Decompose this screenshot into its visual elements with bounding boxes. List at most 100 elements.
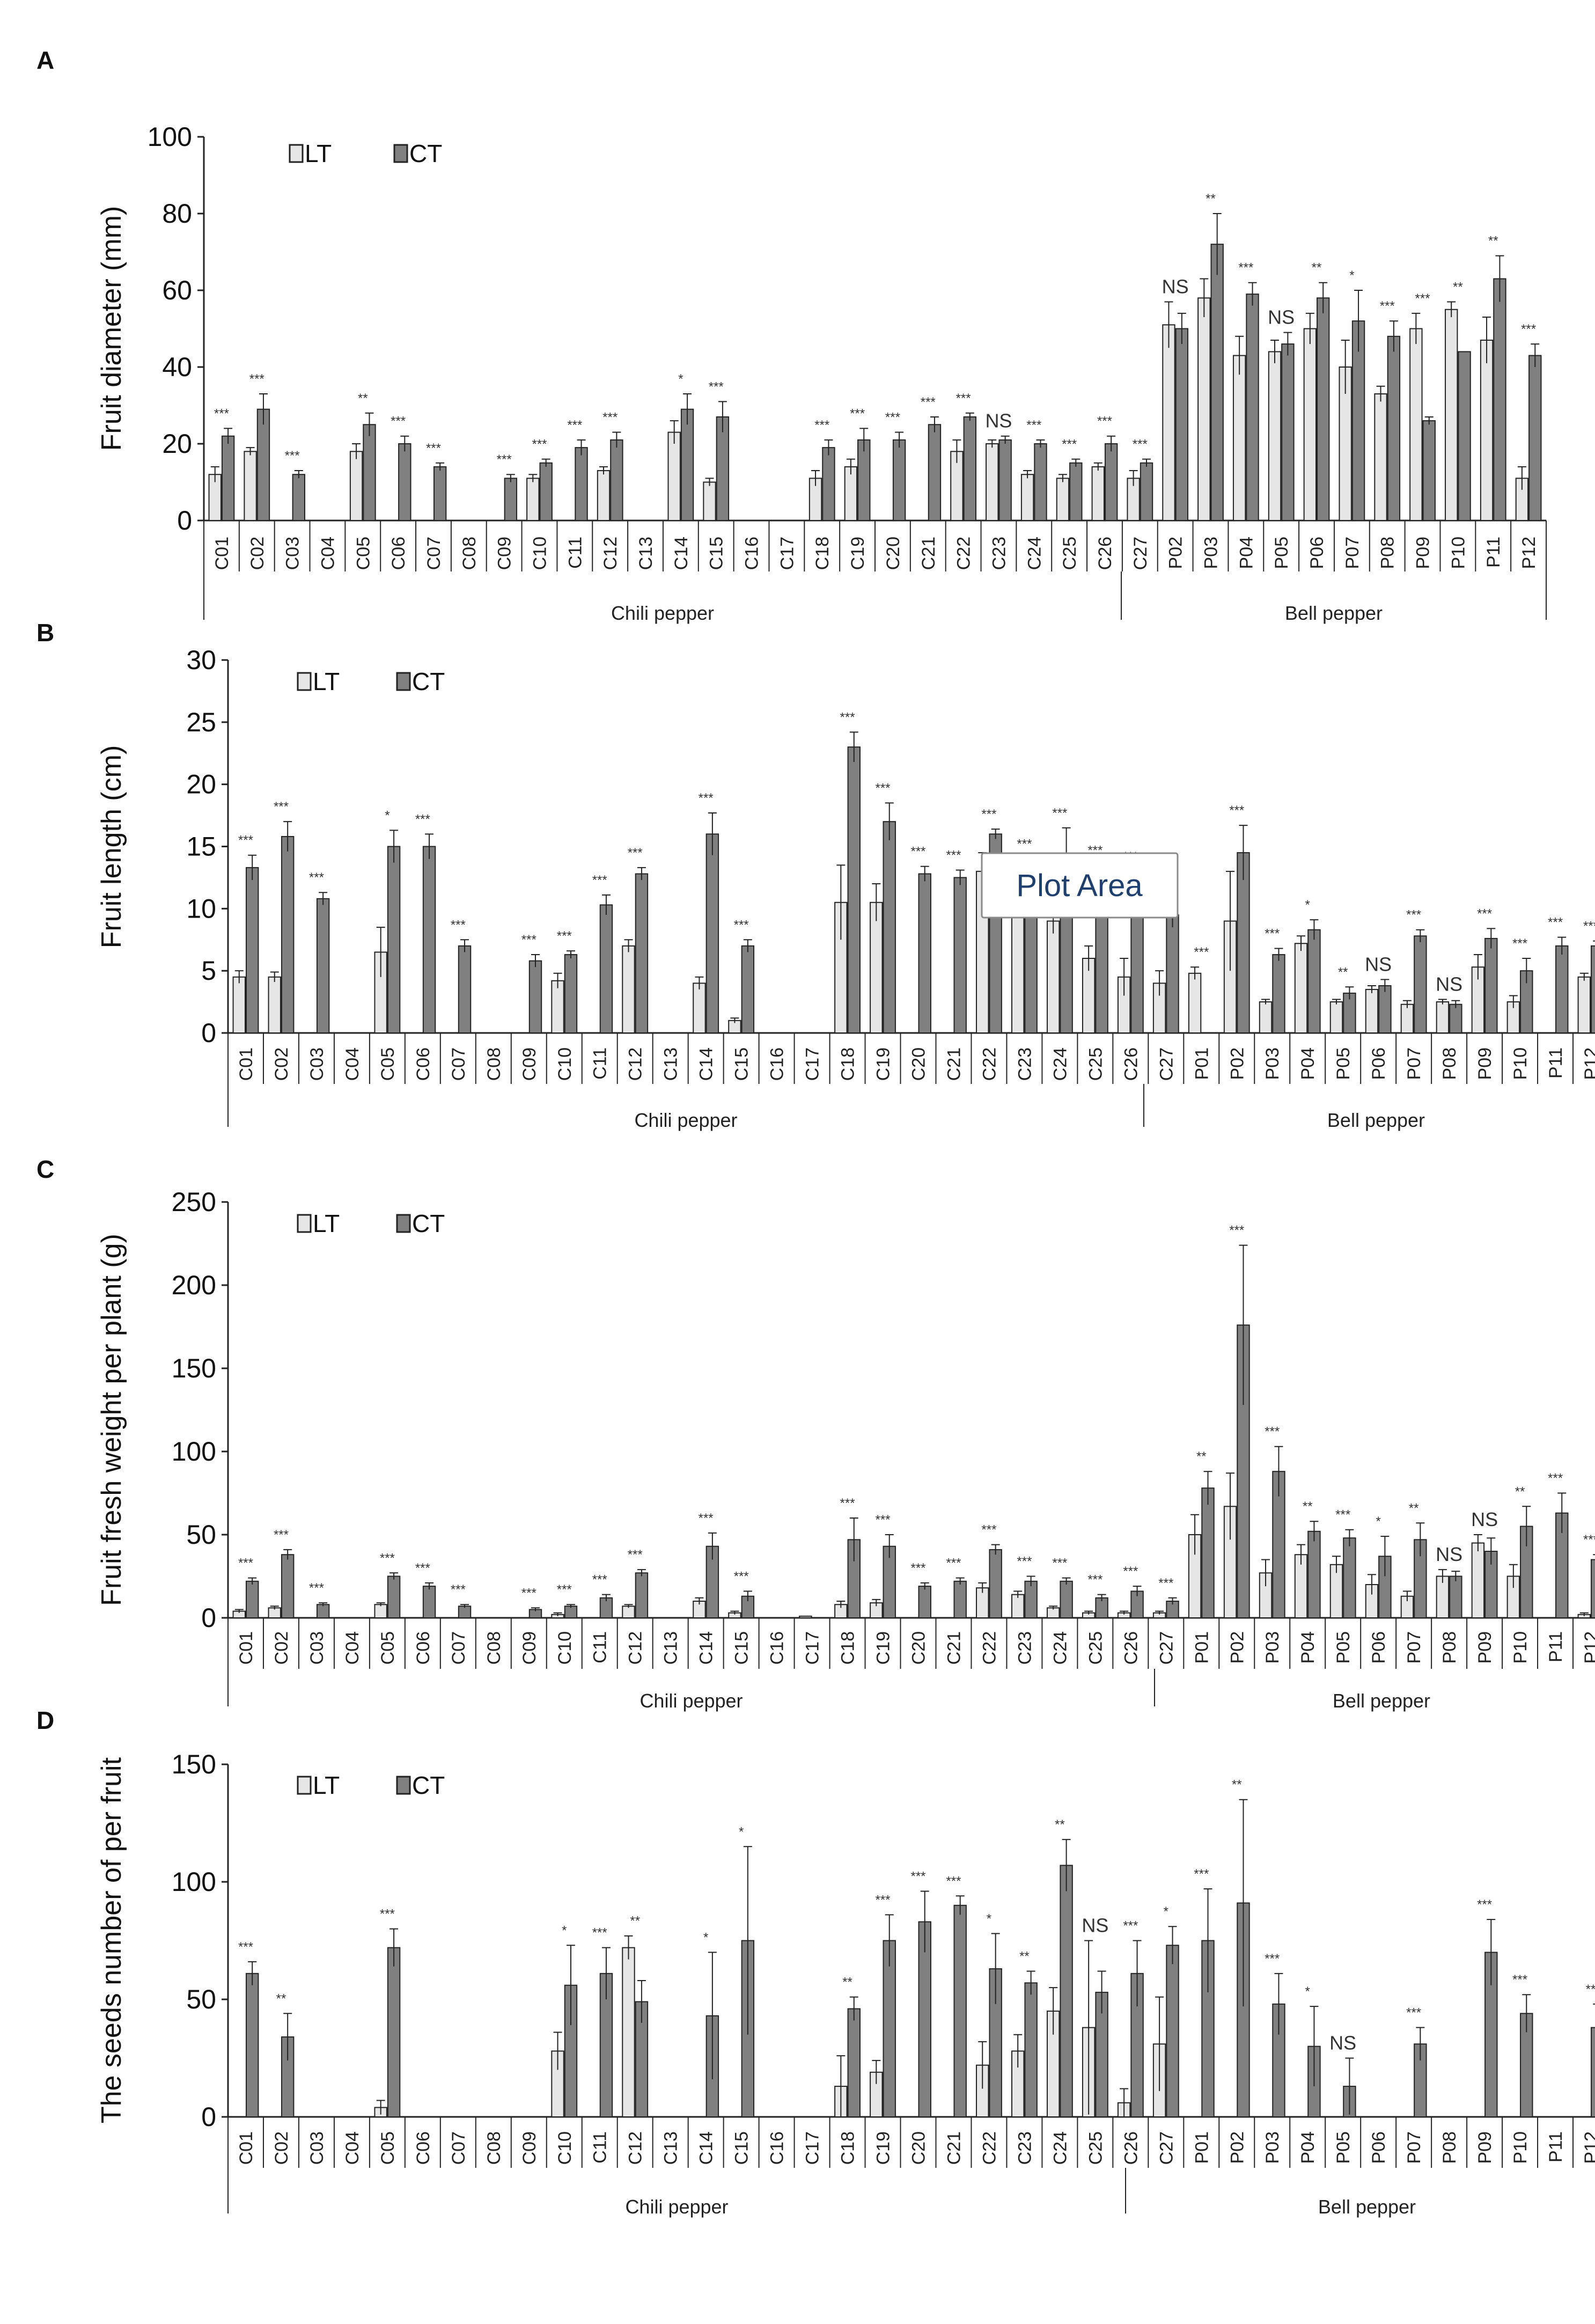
y-tick-label: 100 [148,122,192,152]
x-tick-label: P01 [1192,1631,1212,1664]
significance-label: *** [592,1573,607,1587]
panel-letter-d: D [36,1706,54,1734]
bar-ct [245,1580,259,1619]
legend-swatch-lt [289,144,304,163]
x-tick-label: C20 [909,1631,929,1665]
x-tick-label: C25 [1085,2131,1106,2165]
bar-ct [847,2008,861,2118]
x-tick-label: C15 [732,1047,752,1081]
significance-label: *** [910,845,925,859]
panel-b: B Fruit length (cm) LT CT 0 5 10 15 20 25 30 C0… [36,619,1595,1131]
x-tick-label: P11 [1483,537,1504,568]
bar-ct [458,1605,472,1619]
legend-label-ct: CT [412,1209,445,1237]
x-tick-label: C16 [767,2131,788,2165]
significance-label: ** [1232,1778,1242,1792]
x-tick-label: P01 [1192,1047,1212,1080]
y-tick-label: 0 [201,1603,216,1633]
x-tick-label: C25 [1085,1047,1106,1081]
bar-lt [622,1947,635,2117]
significance-label: *** [876,781,891,795]
x-tick-label: P06 [1369,1047,1389,1080]
legend-swatch-lt [297,672,312,691]
significance-label: *** [1062,437,1077,452]
x-tick-label: C24 [1050,1047,1070,1081]
y-tick-label: 50 [186,1984,216,2014]
significance-label: *** [1097,414,1112,429]
x-tick-label: C09 [495,537,515,570]
significance-label: ** [1206,192,1216,206]
x-tick-label: C02 [271,1047,292,1081]
bar-lt [1294,943,1308,1033]
bar-ct [1140,462,1153,521]
legend-swatch-ct [393,144,408,163]
x-tick-label: P05 [1333,1047,1354,1080]
significance-label: ** [1196,1449,1207,1464]
significance-label: *** [238,833,253,848]
significance-label: NS [1329,2032,1356,2054]
significance-label: ** [1488,234,1498,248]
legend-swatch-lt [297,1214,312,1233]
x-tick-label: C23 [1015,1631,1035,1665]
significance-label: * [987,1911,991,1926]
tooltip-box [981,852,1179,919]
x-tick-label: C04 [318,537,338,570]
bar-ct [528,960,542,1033]
bar-ct [1034,443,1047,521]
significance-label: *** [734,918,749,932]
significance-label: *** [1548,1471,1563,1486]
bar-lt [1046,920,1060,1033]
significance-label: NS [1268,306,1295,328]
legend-swatch-ct [396,672,411,691]
x-tick-label: C27 [1156,1047,1177,1081]
x-tick-label: P10 [1448,537,1468,569]
x-tick-label: C20 [883,537,903,570]
significance-label: *** [1477,1897,1492,1912]
bar-ct [918,873,931,1033]
bar-ct [953,1580,967,1619]
x-tick-label: C26 [1121,1631,1141,1665]
x-tick-label: C24 [1050,2131,1070,2165]
y-tick-label: 80 [162,199,192,229]
x-tick-label: C06 [413,2131,433,2165]
bar-ct [281,835,295,1033]
bar-ct [963,416,976,522]
x-tick-label: P02 [1227,1631,1247,1664]
x-tick-label: P03 [1262,1047,1283,1080]
bar-ct [1591,945,1595,1034]
bar-ct [883,1940,896,2117]
significance-label: *** [451,918,466,932]
bar-ct [1591,1559,1595,1618]
y-tick-label: 5 [201,956,216,986]
x-tick-label: C20 [909,2131,929,2165]
x-tick-label: P11 [1546,1631,1566,1662]
bar-ct [458,945,472,1034]
x-tick-label: C19 [873,1047,894,1081]
x-tick-label: C13 [636,537,656,570]
x-tick-label: C03 [307,1631,327,1665]
significance-label: *** [1123,1564,1138,1579]
significance-label: *** [1087,1573,1102,1587]
significance-label: *** [521,1586,536,1600]
bar-ct [1060,1580,1073,1619]
x-tick-label: C11 [565,537,585,569]
bar-ct [316,898,330,1034]
x-tick-label: C11 [590,1047,611,1080]
x-tick-label: C01 [236,2131,256,2165]
bar-lt [844,466,858,522]
x-tick-label: C03 [307,1047,327,1081]
x-tick-label: C14 [696,2131,717,2165]
significance-label: ** [358,391,368,406]
legend-label-lt: LT [313,1209,340,1237]
significance-label: *** [709,379,724,394]
significance-label: *** [1335,1508,1350,1522]
x-tick-label: C17 [803,2131,823,2165]
x-tick-label: C10 [530,537,550,570]
significance-label: *** [628,1548,643,1562]
y-tick-label: 25 [186,707,216,737]
x-tick-label: C02 [247,537,268,570]
x-tick-label: C07 [424,537,444,570]
x-tick-label: P11 [1546,2131,1566,2162]
bar-ct [716,416,730,522]
bar-ct [387,1947,401,2117]
